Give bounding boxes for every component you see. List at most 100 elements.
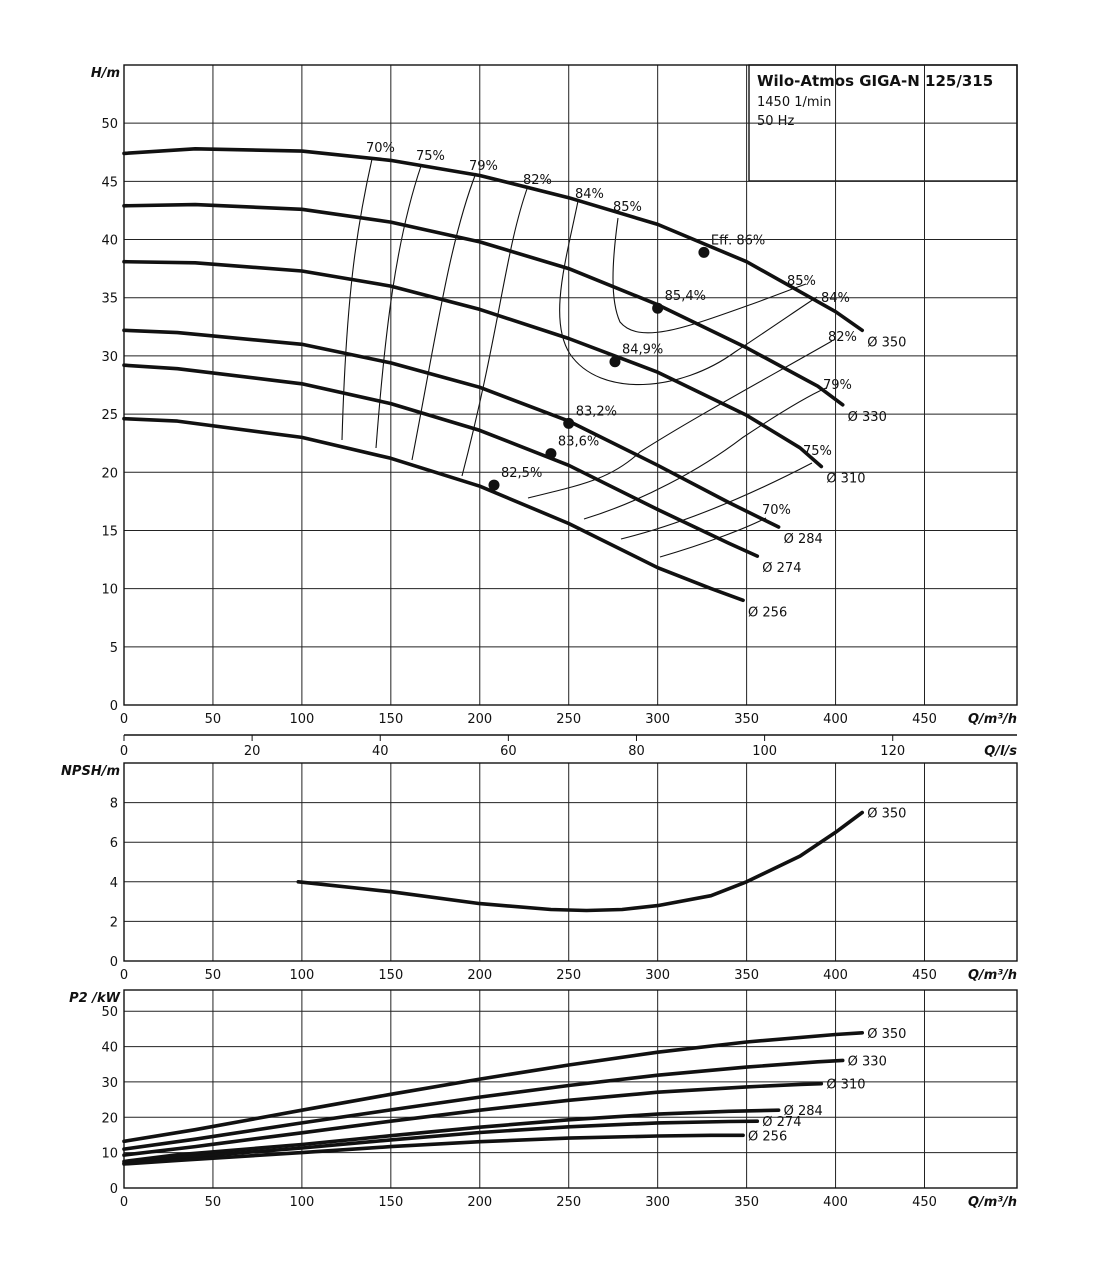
secondary-tick-label: 60 xyxy=(500,744,517,759)
efficiency-point xyxy=(652,302,664,314)
chart-subtitle-speed: 1450 1/min xyxy=(757,95,831,110)
y-tick-label: 45 xyxy=(101,175,118,190)
x-tick-label: 350 xyxy=(734,1195,759,1210)
y-tick-label: 40 xyxy=(101,1041,118,1056)
y-axis-label: NPSH/m xyxy=(61,764,120,779)
series-label: Ø 284 xyxy=(784,1104,823,1119)
x-tick-label: 0 xyxy=(120,712,128,727)
chart-subtitle-frequency: 50 Hz xyxy=(757,114,794,129)
y-tick-label: 20 xyxy=(101,466,118,481)
x-axis-label: Q/m³/h xyxy=(968,968,1017,983)
plot-frame xyxy=(123,64,1018,706)
secondary-tick-label: 20 xyxy=(244,744,261,759)
efficiency-point xyxy=(488,479,500,491)
x-tick-label: 250 xyxy=(556,1195,581,1210)
eff-contour-70-left xyxy=(341,158,373,441)
efficiency-point xyxy=(563,417,575,429)
y-tick-label: 35 xyxy=(101,292,118,307)
x-tick-label: 400 xyxy=(823,1195,848,1210)
eff-contour-82-left xyxy=(461,185,529,477)
secondary-tick-label: 100 xyxy=(752,744,777,759)
y-tick-label: 40 xyxy=(101,234,118,249)
x-tick-label: 250 xyxy=(556,712,581,727)
x-tick-label: 300 xyxy=(645,1195,670,1210)
x-tick-label: 0 xyxy=(120,968,128,983)
series-label: Ø 274 xyxy=(762,561,801,576)
curve-d350 xyxy=(122,147,864,333)
curve-d284 xyxy=(122,328,781,529)
x-tick-label: 400 xyxy=(823,712,848,727)
curve-d330 xyxy=(122,1058,845,1151)
plot-frame xyxy=(123,762,1018,962)
secondary-x-axis: 0 20 40 60 80 100 120 Q/l/s xyxy=(120,734,1017,759)
series-label: Ø 284 xyxy=(784,532,823,547)
curve-d274 xyxy=(122,363,760,558)
efficiency-point xyxy=(698,246,710,258)
y-tick-label: 4 xyxy=(110,876,118,891)
eff-contour-82-right xyxy=(527,340,833,499)
efficiency-contour-label: 79% xyxy=(469,159,498,174)
secondary-tick-label: 120 xyxy=(880,744,905,759)
eff-contour-79-right xyxy=(583,387,827,520)
series-label: Ø 330 xyxy=(848,1054,887,1069)
y-tick-label: 30 xyxy=(101,1076,118,1091)
x-tick-label: 100 xyxy=(289,1195,314,1210)
plot-frame xyxy=(123,989,1018,1189)
y-tick-label: 0 xyxy=(110,1182,118,1197)
secondary-tick-label: 40 xyxy=(372,744,389,759)
efficiency-point-label: 85,4% xyxy=(665,289,706,304)
x-axis-label: Q/m³/h xyxy=(968,712,1017,727)
eff-contour-79-left xyxy=(411,172,477,461)
secondary-tick-label: 80 xyxy=(628,744,645,759)
eff-contour-84 xyxy=(559,200,818,386)
x-tick-label: 250 xyxy=(556,968,581,983)
plot-panel-1: 0 50 100 150 200 250 300 350 400 450 0 2 4 6 8 Q/m³/h NP… xyxy=(61,762,1018,983)
x-tick-label: 200 xyxy=(467,1195,492,1210)
efficiency-point-label: 84,9% xyxy=(622,343,663,358)
chart-title: Wilo-Atmos GIGA-N 125/315 xyxy=(757,72,993,90)
efficiency-point-label: 83,6% xyxy=(558,435,599,450)
y-tick-label: 2 xyxy=(110,915,118,930)
efficiency-point-label: 83,2% xyxy=(576,404,617,419)
curve-d330 xyxy=(122,202,845,407)
curve-d310 xyxy=(122,1081,824,1157)
y-tick-label: 25 xyxy=(101,408,118,423)
y-tick-label: 8 xyxy=(110,797,118,812)
efficiency-contour-label: 79% xyxy=(823,378,852,393)
efficiency-contour-label: 70% xyxy=(366,141,395,156)
eff-contour-75-left xyxy=(375,165,422,449)
series-label: Ø 274 xyxy=(762,1115,801,1130)
x-tick-label: 150 xyxy=(378,712,403,727)
y-axis-label: H/m xyxy=(91,66,120,81)
y-tick-label: 10 xyxy=(101,1147,118,1162)
x-tick-label: 150 xyxy=(378,968,403,983)
y-tick-label: 5 xyxy=(110,641,118,656)
series-label: Ø 350 xyxy=(867,1027,906,1042)
series-label: Ø 256 xyxy=(748,605,787,620)
y-tick-label: 30 xyxy=(101,350,118,365)
series-label: Ø 330 xyxy=(848,410,887,425)
x-tick-label: 450 xyxy=(912,968,937,983)
efficiency-contour-label: 82% xyxy=(828,330,857,345)
curve-d350 xyxy=(122,1031,864,1144)
efficiency-point xyxy=(609,356,621,368)
efficiency-point-label: Eff. 86% xyxy=(711,233,765,248)
efficiency-contour-label: 85% xyxy=(787,274,816,289)
secondary-axis-label: Q/l/s xyxy=(984,744,1017,759)
efficiency-contour-label: 85% xyxy=(613,200,642,215)
head-plot-labels: Eff. 86% 85,4% 84,9% 83,2% 83,6% 82,5% 70% 75% 7… xyxy=(366,141,857,518)
x-tick-label: 50 xyxy=(205,968,222,983)
plot-panels: 0 50 100 150 200 250 300 350 400 4500510152025303… xyxy=(61,64,1018,1210)
efficiency-contour-label: 75% xyxy=(416,149,445,164)
curve-d310 xyxy=(122,259,824,469)
x-tick-label: 450 xyxy=(912,712,937,727)
efficiency-point-label: 82,5% xyxy=(501,466,542,481)
curve-d350 xyxy=(296,810,864,913)
y-tick-label: 10 xyxy=(101,583,118,598)
series-label: Ø 310 xyxy=(826,471,865,486)
x-tick-label: 350 xyxy=(734,712,759,727)
series-label: Ø 256 xyxy=(748,1129,787,1144)
x-tick-label: 200 xyxy=(467,712,492,727)
eff-contour-75-right xyxy=(620,462,813,540)
